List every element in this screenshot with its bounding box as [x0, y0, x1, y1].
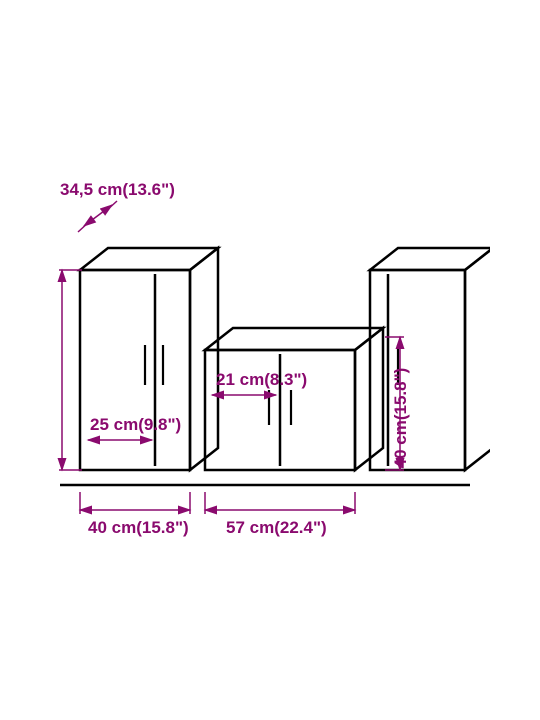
- dimension-label: 21 cm(8.3"): [216, 370, 307, 389]
- dimension-label: 34,5 cm(13.6"): [60, 180, 175, 199]
- dimension-width_mid: 57 cm(22.4"): [205, 492, 355, 537]
- dimension-label: 40 cm(15.8"): [88, 518, 189, 537]
- dimension-door_mid: 21 cm(8.3"): [212, 370, 307, 395]
- dimension-depth: 34,5 cm(13.6"): [60, 180, 175, 232]
- diagram-svg: 34,5 cm(13.6") 60 cm(23.6") 40 cm(15.8") 25…: [50, 140, 490, 580]
- middle-cabinet: [205, 328, 383, 470]
- right-cabinet: [370, 248, 490, 470]
- dimension-door_left: 25 cm(9.8"): [88, 415, 181, 440]
- dimension-label: 40 cm(15.8"): [391, 368, 410, 469]
- dimension-height: 60 cm(23.6"): [50, 270, 82, 470]
- dimension-label: 25 cm(9.8"): [90, 415, 181, 434]
- dimension-label: 57 cm(22.4"): [226, 518, 327, 537]
- diagram-stage: 34,5 cm(13.6") 60 cm(23.6") 40 cm(15.8") 25…: [50, 140, 490, 580]
- dimension-width_left: 40 cm(15.8"): [80, 492, 190, 537]
- left-cabinet: [80, 248, 218, 470]
